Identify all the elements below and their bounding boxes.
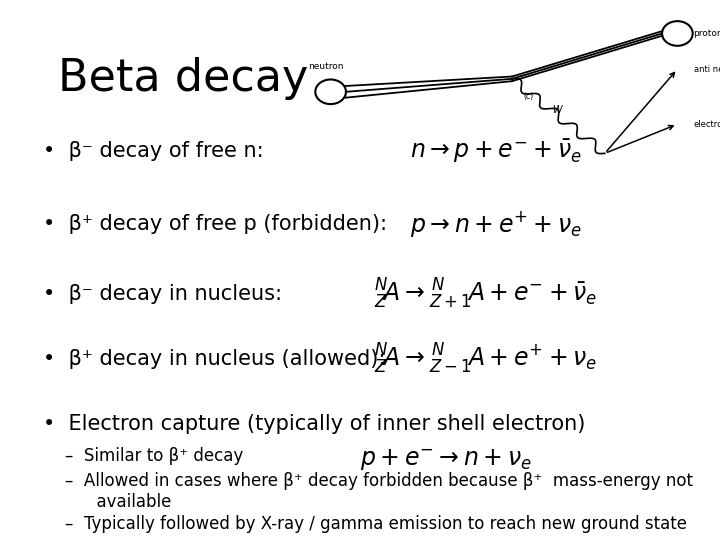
Text: electron: electron xyxy=(693,120,720,129)
Text: •  β⁺ decay in nucleus (allowed):: • β⁺ decay in nucleus (allowed): xyxy=(43,349,386,369)
Text: (c): (c) xyxy=(523,92,534,101)
Text: •  β⁻ decay in nucleus:: • β⁻ decay in nucleus: xyxy=(43,284,282,305)
Text: anti neutrino: anti neutrino xyxy=(693,65,720,73)
Text: neutron: neutron xyxy=(308,62,344,71)
Text: $^N_Z\!A \rightarrow ^{\,N}_{Z-1}\!A + e^{+} + \nu_e$: $^N_Z\!A \rightarrow ^{\,N}_{Z-1}\!A + e… xyxy=(374,342,598,376)
Text: –  Allowed in cases where β⁺ decay forbidden because β⁺  mass-energy not
      a: – Allowed in cases where β⁺ decay forbid… xyxy=(65,472,693,511)
Text: •  Electron capture (typically of inner shell electron): • Electron capture (typically of inner s… xyxy=(43,414,585,434)
Text: $p + e^{-} \rightarrow n + \nu_e$: $p + e^{-} \rightarrow n + \nu_e$ xyxy=(360,448,532,472)
Text: •  β⁺ decay of free p (forbidden):: • β⁺ decay of free p (forbidden): xyxy=(43,214,387,234)
Text: proton: proton xyxy=(693,29,720,38)
Text: –  Typically followed by X-ray / gamma emission to reach new ground state: – Typically followed by X-ray / gamma em… xyxy=(65,515,687,533)
Text: $n \rightarrow p + e^{-} + \bar{\nu}_e$: $n \rightarrow p + e^{-} + \bar{\nu}_e$ xyxy=(410,137,582,165)
Text: Beta decay: Beta decay xyxy=(58,57,308,100)
Text: $p \rightarrow n + e^{+} + \nu_e$: $p \rightarrow n + e^{+} + \nu_e$ xyxy=(410,209,582,239)
Text: W: W xyxy=(552,105,561,114)
Text: $^N_Z\!A \rightarrow ^{\,N}_{Z+1}\!A + e^{-} + \bar{\nu}_e$: $^N_Z\!A \rightarrow ^{\,N}_{Z+1}\!A + e… xyxy=(374,277,598,312)
Text: •  β⁻ decay of free n:: • β⁻ decay of free n: xyxy=(43,141,264,161)
Text: –  Similar to β⁺ decay: – Similar to β⁺ decay xyxy=(65,447,243,465)
